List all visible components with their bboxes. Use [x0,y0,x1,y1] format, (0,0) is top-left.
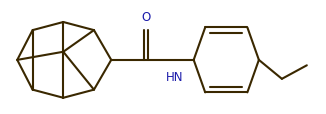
Text: O: O [141,11,150,24]
Text: HN: HN [166,70,183,83]
